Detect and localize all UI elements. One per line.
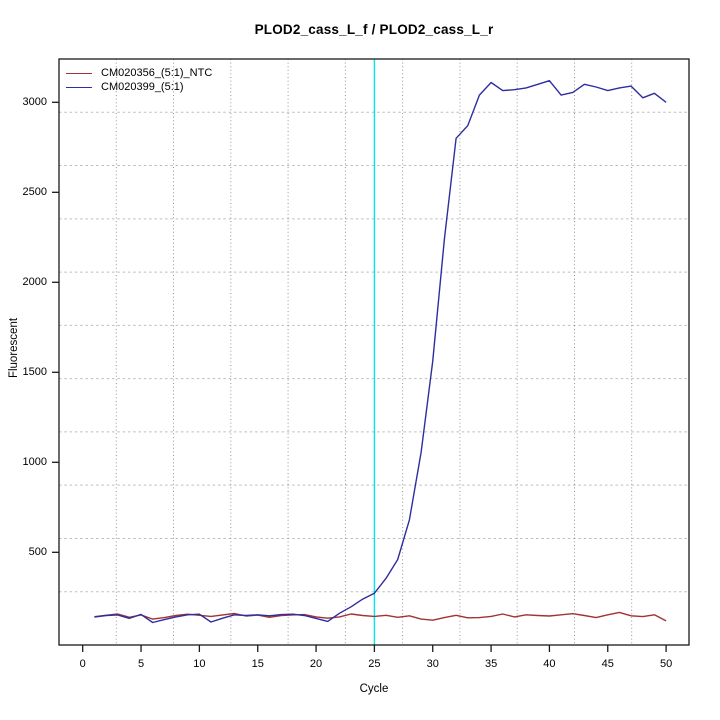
y-tick-label: 3000 xyxy=(22,96,47,109)
x-tick-label: 15 xyxy=(251,658,264,670)
x-tick-label: 35 xyxy=(484,658,498,670)
legend-line-sample-red xyxy=(66,72,92,74)
x-tick-label: 50 xyxy=(659,658,673,670)
x-tick-label: 5 xyxy=(137,658,145,670)
x-tick-label: 30 xyxy=(426,658,439,670)
x-tick-label: 10 xyxy=(193,658,206,670)
x-tick-label: 0 xyxy=(79,658,86,670)
y-tick-label: 1000 xyxy=(22,456,47,469)
x-tick-label: 25 xyxy=(368,658,381,670)
series-line-1 xyxy=(94,79,667,624)
x-tick-label: 40 xyxy=(543,658,556,670)
legend-line-sample-blue xyxy=(66,86,92,88)
x-tick-label: 20 xyxy=(309,658,323,670)
chart-title: PLOD2_cass_L_f / PLOD2_cass_L_r xyxy=(254,22,494,37)
x-axis-title: Cycle xyxy=(359,683,389,695)
legend-label-sample: CM020399_(5:1) xyxy=(101,81,184,93)
legend-item-ntc: CM020356_(5:1)_NTC xyxy=(66,66,212,80)
y-tick-label: 2000 xyxy=(22,276,47,289)
y-tick-label: 1500 xyxy=(22,366,47,379)
legend-item-sample: CM020399_(5:1) xyxy=(66,80,212,94)
legend: CM020356_(5:1)_NTC CM020399_(5:1) xyxy=(66,66,212,94)
y-tick-label: 500 xyxy=(28,546,47,559)
legend-label-ntc: CM020356_(5:1)_NTC xyxy=(101,67,213,79)
y-axis-title: Fluorescent xyxy=(8,317,20,379)
x-tick-label: 45 xyxy=(601,658,614,670)
y-tick-label: 2500 xyxy=(22,186,47,199)
